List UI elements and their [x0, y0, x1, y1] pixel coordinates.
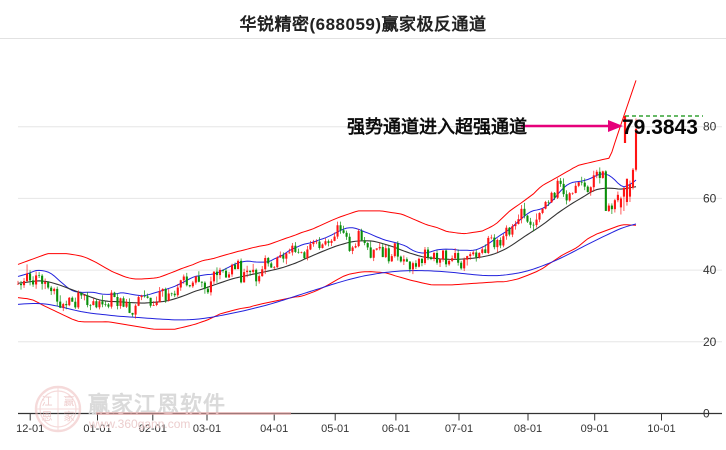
svg-text:恩: 恩: [42, 410, 53, 423]
svg-text:10-01: 10-01: [647, 423, 675, 435]
svg-text:08-01: 08-01: [514, 423, 542, 435]
svg-text:09-01: 09-01: [581, 423, 609, 435]
svg-text:江: 江: [42, 395, 53, 408]
svg-text:04-01: 04-01: [260, 423, 288, 435]
svg-text:20: 20: [703, 335, 717, 349]
svg-text:家: 家: [64, 409, 75, 423]
svg-text:06-01: 06-01: [382, 423, 410, 435]
svg-text:赢: 赢: [64, 394, 75, 408]
svg-text:40: 40: [703, 263, 717, 277]
svg-text:03-01: 03-01: [193, 423, 221, 435]
svg-text:60: 60: [703, 191, 717, 205]
svg-text:07-01: 07-01: [445, 423, 473, 435]
svg-text:05-01: 05-01: [321, 423, 349, 435]
svg-text:80: 80: [703, 120, 717, 134]
